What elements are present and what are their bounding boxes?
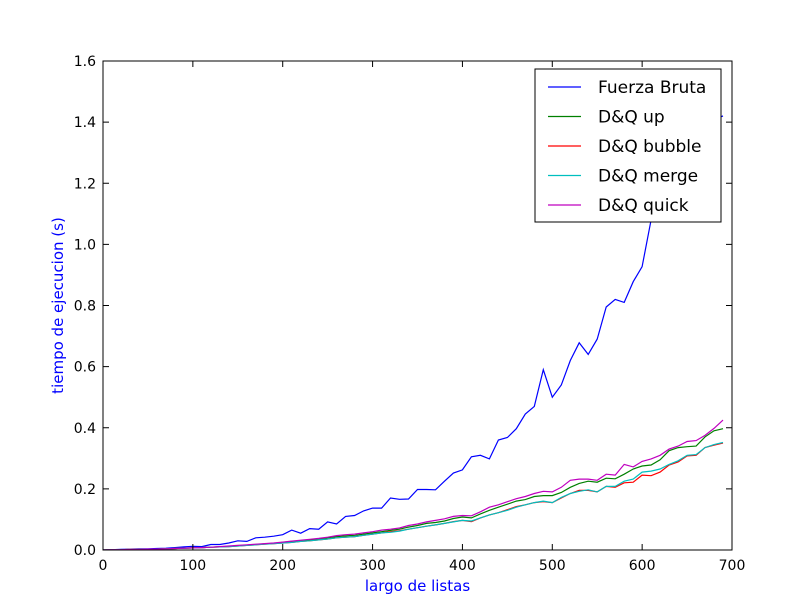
x-tick-label: 300 <box>359 558 386 574</box>
x-tick-label: 500 <box>539 558 566 574</box>
legend-label-0: Fuerza Bruta <box>598 78 706 98</box>
x-tick-label: 600 <box>629 558 656 574</box>
series-line-1 <box>103 428 724 550</box>
legend-label-3: D&Q merge <box>598 167 698 187</box>
series-line-2 <box>103 442 724 550</box>
legend: Fuerza Bruta D&Q up D&Q bubble D&Q merge D&Q… <box>534 68 722 223</box>
legend-items: Fuerza Bruta D&Q up D&Q bubble D&Q merge D&Q… <box>548 78 706 216</box>
y-tick-label: 0.0 <box>74 543 96 559</box>
x-tick-label: 700 <box>719 558 746 574</box>
series-line-4 <box>103 419 724 550</box>
y-tick-label: 0.2 <box>74 482 96 498</box>
y-tick-label: 1.4 <box>74 115 96 131</box>
y-tick-label: 1.2 <box>74 176 96 192</box>
y-tick-label: 0.6 <box>74 360 96 376</box>
y-tick-label: 0.8 <box>74 299 96 315</box>
legend-label-4: D&Q quick <box>598 196 689 216</box>
y-tick-label: 1.0 <box>74 237 96 253</box>
legend-label-2: D&Q bubble <box>598 137 701 157</box>
x-axis-label: largo de listas <box>365 577 470 595</box>
y-tick-label: 0.4 <box>74 421 96 437</box>
x-tick-label: 400 <box>449 558 476 574</box>
legend-label-1: D&Q up <box>598 108 665 128</box>
x-tick-label: 200 <box>269 558 296 574</box>
x-tick-label: 100 <box>179 558 206 574</box>
series-line-0 <box>103 115 724 550</box>
series-line-3 <box>103 441 724 550</box>
axis-ticks: 0 100 200 300 400 500 600 700 0.0 0.2 0.4 0.6 0.8 1.0… <box>74 54 746 574</box>
y-tick-label: 1.6 <box>74 54 96 70</box>
x-tick-label: 0 <box>99 558 108 574</box>
y-axis-label: tiempo de ejecucion (s) <box>49 217 67 394</box>
series-layer <box>103 115 724 550</box>
